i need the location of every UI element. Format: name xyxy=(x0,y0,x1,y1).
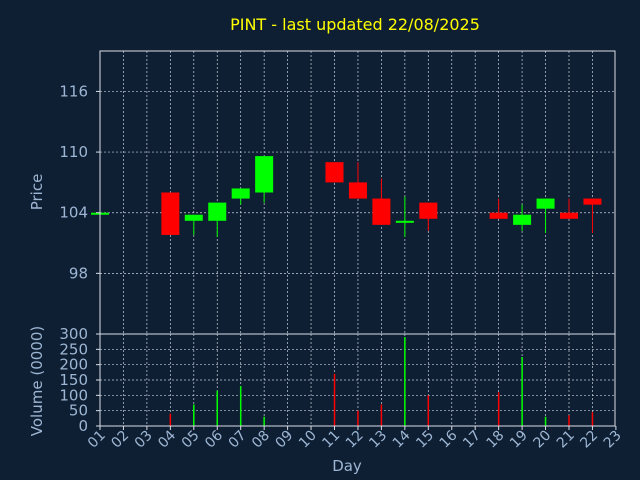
price-y-label: Price xyxy=(28,174,46,211)
x-tick-label: 12 xyxy=(343,428,367,452)
candle-body xyxy=(513,214,532,225)
volume-y-tick-label: 150 xyxy=(59,371,88,389)
price-y-tick-label: 104 xyxy=(59,204,88,222)
x-tick-label: 07 xyxy=(226,428,250,452)
candle-body xyxy=(489,212,508,219)
candle-body xyxy=(255,156,274,193)
volume-bar xyxy=(216,390,218,426)
x-axis-label: Day xyxy=(332,457,362,475)
candle-body xyxy=(231,188,250,199)
volume-y-tick-label: 300 xyxy=(59,325,88,343)
price-y-tick-label: 110 xyxy=(59,143,88,161)
x-tick-label: 04 xyxy=(155,427,179,451)
x-tick-label: 14 xyxy=(390,427,414,451)
price-y-ticks: 98 104 110 116 xyxy=(59,82,100,282)
volume-y-tick-label: 0 xyxy=(78,417,88,435)
volume-y-tick-label: 200 xyxy=(59,356,88,374)
x-tick-label: 23 xyxy=(601,428,625,452)
chart-title: PINT - last updated 22/08/2025 xyxy=(230,15,480,34)
volume-bar xyxy=(380,404,383,426)
x-ticks: 01 02 03 04 05 06 07 08 09 10 11 12 13 14 15 16 17 18 19 20… xyxy=(85,426,625,451)
price-y-tick-label: 116 xyxy=(59,82,88,100)
x-tick-label: 09 xyxy=(273,428,297,452)
x-tick-label: 21 xyxy=(554,428,578,452)
volume-bar xyxy=(404,337,406,426)
volume-bar xyxy=(427,395,430,426)
volume-bar xyxy=(169,413,172,426)
candle-body xyxy=(583,198,602,205)
candle-body xyxy=(560,212,578,219)
price-y-tick-label: 98 xyxy=(69,264,88,282)
x-tick-label: 11 xyxy=(319,428,343,452)
x-tick-label: 22 xyxy=(577,428,601,452)
volume-y-tick-label: 50 xyxy=(69,402,88,420)
candle-body xyxy=(325,162,344,183)
x-tick-label: 06 xyxy=(202,427,226,451)
x-tick-label: 18 xyxy=(484,428,508,452)
volume-bar xyxy=(568,415,570,426)
x-tick-label: 15 xyxy=(413,428,437,452)
volume-bar xyxy=(357,410,359,426)
candles xyxy=(91,156,602,237)
x-tick-label: 01 xyxy=(85,428,109,452)
x-tick-label: 05 xyxy=(179,428,203,452)
volume-y-tick-label: 250 xyxy=(59,340,88,358)
volume-bar xyxy=(521,357,523,426)
candle-body xyxy=(208,202,227,221)
candle-body xyxy=(372,198,391,225)
volume-bars xyxy=(169,337,594,426)
candle-body xyxy=(348,182,367,199)
x-tick-label: 03 xyxy=(132,428,156,452)
volume-bar xyxy=(333,373,336,426)
volume-bar xyxy=(239,386,242,426)
candle-body xyxy=(395,220,414,223)
volume-bar xyxy=(263,416,265,426)
candle-body xyxy=(536,198,555,209)
candle-body xyxy=(161,192,180,235)
x-tick-label: 16 xyxy=(437,427,461,451)
x-tick-label: 10 xyxy=(296,428,320,452)
volume-bar xyxy=(497,392,500,426)
volume-y-label: Volume (0000) xyxy=(28,326,46,436)
x-tick-label: 17 xyxy=(460,428,484,452)
volume-bar xyxy=(591,412,594,426)
x-tick-label: 20 xyxy=(530,428,554,452)
candle-body xyxy=(419,202,438,219)
candle-body xyxy=(184,214,203,221)
volume-bar xyxy=(193,404,195,426)
x-tick-label: 08 xyxy=(249,428,273,452)
volume-bar xyxy=(544,416,547,426)
x-tick-label: 19 xyxy=(507,428,531,452)
x-tick-label: 02 xyxy=(108,428,132,452)
volume-y-tick-label: 100 xyxy=(59,386,88,404)
x-tick-label: 13 xyxy=(366,428,390,452)
